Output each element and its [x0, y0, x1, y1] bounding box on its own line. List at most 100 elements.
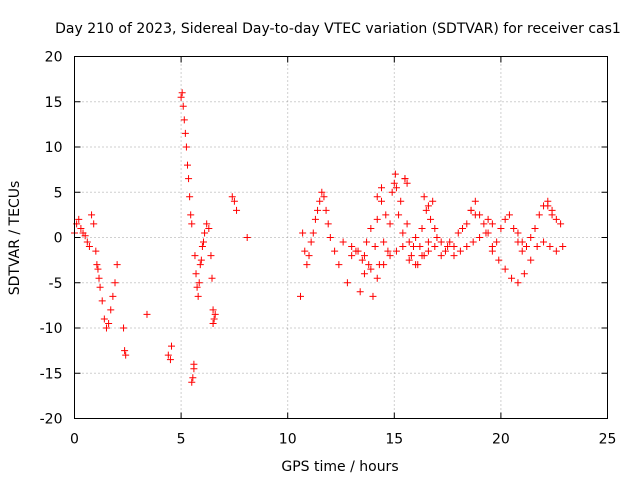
y-tick-label: -10 [40, 321, 63, 337]
data-point [371, 243, 379, 251]
data-point [210, 315, 218, 323]
data-point [90, 220, 98, 228]
data-point [373, 193, 381, 201]
data-point [405, 256, 413, 264]
data-point [373, 274, 381, 282]
data-point [416, 243, 424, 251]
data-point [546, 243, 554, 251]
data-point [335, 261, 343, 269]
x-tick-label: 25 [599, 432, 617, 448]
data-point [197, 256, 205, 264]
data-point [367, 265, 375, 273]
data-point [309, 229, 317, 237]
data-point [480, 220, 488, 228]
y-tick-label: 20 [45, 50, 63, 66]
data-point [535, 211, 543, 219]
data-point [418, 252, 426, 260]
data-point [544, 202, 552, 210]
data-point [514, 279, 522, 287]
data-point [388, 188, 396, 196]
data-point [424, 247, 432, 255]
data-point [527, 256, 535, 264]
data-point [469, 238, 477, 246]
data-point [454, 229, 462, 237]
data-point [531, 224, 539, 232]
data-point [98, 297, 106, 305]
data-point [207, 252, 215, 260]
data-point [201, 229, 209, 237]
data-point [120, 324, 128, 332]
data-point [164, 351, 172, 359]
data-point [450, 252, 458, 260]
data-point [88, 211, 96, 219]
data-point [467, 206, 475, 214]
data-point [407, 252, 415, 260]
data-point [348, 252, 356, 260]
data-point [527, 234, 535, 241]
data-point [243, 234, 251, 241]
data-point [518, 247, 526, 255]
data-point [301, 247, 309, 255]
data-point [420, 193, 428, 201]
y-tick-label: 5 [54, 185, 63, 201]
data-point [399, 229, 407, 237]
data-point [322, 206, 330, 214]
data-point [122, 351, 130, 359]
data-point [367, 224, 375, 232]
chart-title: Day 210 of 2023, Sidereal Day-to-day VTE… [55, 21, 621, 37]
data-point [81, 232, 89, 240]
data-point [390, 179, 398, 187]
data-point [199, 238, 207, 246]
y-tick-label: -5 [49, 276, 63, 292]
data-point [424, 238, 432, 246]
data-point [143, 310, 151, 318]
data-point [83, 238, 91, 246]
data-point [100, 315, 108, 323]
data-point [533, 243, 541, 251]
x-tick-label: 10 [279, 432, 297, 448]
data-point [166, 356, 174, 364]
data-point [520, 270, 528, 278]
data-point [508, 274, 516, 282]
plot-frame [74, 56, 608, 419]
data-point [437, 238, 445, 246]
data-point [493, 238, 501, 246]
data-point [514, 229, 522, 237]
data-point [193, 283, 201, 291]
data-point [557, 220, 565, 228]
data-point [518, 238, 526, 246]
data-point [105, 319, 113, 327]
data-point [303, 261, 311, 269]
y-tick-label: 10 [45, 140, 63, 156]
data-point [424, 202, 432, 210]
data-point [386, 252, 394, 260]
data-point [405, 238, 413, 246]
data-point [505, 211, 513, 219]
data-point [203, 220, 211, 228]
data-point [318, 188, 326, 196]
data-point [195, 279, 203, 287]
data-point [107, 306, 115, 314]
data-point [510, 224, 518, 232]
data-point [331, 247, 339, 255]
data-point [198, 243, 206, 251]
data-point [191, 252, 199, 260]
data-point [186, 193, 194, 201]
tick-labels: 0 5 10 15 20 25 -20 -15 -10 -5 0 5 10 15 20 [40, 50, 617, 448]
data-point [93, 261, 101, 269]
data-point [230, 197, 238, 205]
data-point [431, 243, 439, 251]
data-point [109, 292, 117, 300]
data-point [488, 247, 496, 255]
data-point [412, 234, 420, 241]
data-point [386, 220, 394, 228]
data-point [463, 243, 471, 251]
data-point [211, 310, 219, 318]
y-tick-label: 0 [54, 231, 63, 247]
data-point [192, 270, 200, 278]
data-point [314, 206, 322, 214]
data-point [75, 215, 83, 223]
data-point [471, 211, 479, 219]
data-point [427, 215, 435, 223]
data-point [437, 252, 445, 260]
